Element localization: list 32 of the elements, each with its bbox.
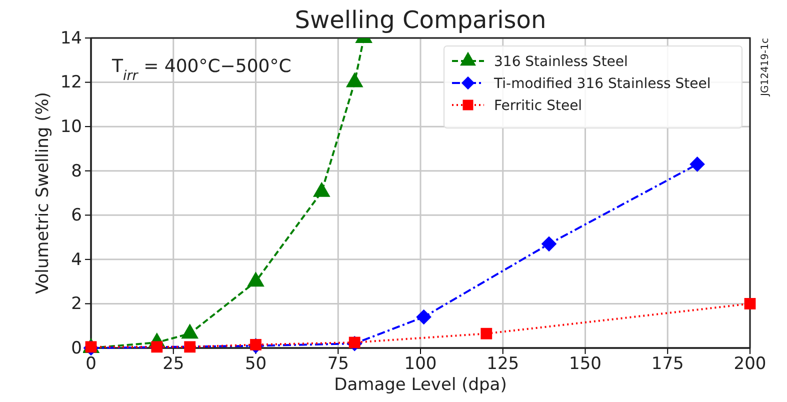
y-tick-label: 8 <box>71 161 82 182</box>
point <box>541 236 557 252</box>
y-tick-label: 12 <box>60 72 82 93</box>
y-tick-label: 2 <box>71 294 82 314</box>
chart-title: Swelling Comparison <box>294 6 546 34</box>
annotation: T$_{irr}$ = 400°C−500°C <box>111 56 292 84</box>
point <box>416 309 432 325</box>
legend-label: Ferritic Steel <box>494 98 582 114</box>
legend-label: Ti-modified 316 Stainless Steel <box>493 76 711 92</box>
legend-label: 316 Stainless Steel <box>494 54 628 70</box>
text: JG12419-1c <box>760 38 771 97</box>
x-tick-label: 100 <box>404 354 437 374</box>
point <box>690 156 705 172</box>
y-tick-label: 0 <box>71 338 82 358</box>
x-tick-label: 0 <box>86 354 96 374</box>
point <box>480 328 492 340</box>
y-tick-label: 4 <box>71 250 82 270</box>
point <box>184 341 196 353</box>
y-axis-title: Volumetric Swelling (%) <box>33 92 53 294</box>
y-tick-label: 14 <box>60 28 82 48</box>
x-tick-label: 75 <box>327 354 349 374</box>
x-tick-label: 200 <box>734 354 766 374</box>
y-tick-label: 6 <box>71 206 82 226</box>
point <box>151 341 163 353</box>
x-axis-title: Damage Level (dpa) <box>334 375 507 395</box>
x-tick-label: 150 <box>569 354 602 374</box>
x-tick-label: 175 <box>651 354 684 374</box>
x-tick-label: 125 <box>486 354 520 374</box>
y-tick-label: 10 <box>60 117 82 138</box>
x-tick-label: 50 <box>244 354 267 374</box>
point <box>744 298 756 310</box>
x-tick-label: 25 <box>162 354 184 374</box>
